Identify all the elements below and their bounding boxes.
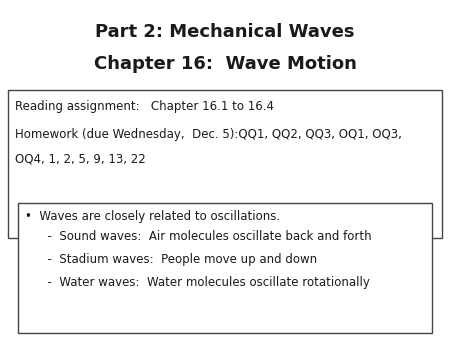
- Bar: [18, 203, 432, 333]
- Text: Part 2: Mechanical Waves: Part 2: Mechanical Waves: [95, 23, 355, 41]
- Text: Homework (due Wednesday,  Dec. 5):QQ1, QQ2, QQ3, OQ1, OQ3,: Homework (due Wednesday, Dec. 5):QQ1, QQ…: [15, 128, 402, 141]
- Text: OQ4, 1, 2, 5, 9, 13, 22: OQ4, 1, 2, 5, 9, 13, 22: [15, 153, 146, 166]
- Text: -  Stadium waves:  People move up and down: - Stadium waves: People move up and down: [40, 253, 317, 266]
- Text: -  Water waves:  Water molecules oscillate rotationally: - Water waves: Water molecules oscillate…: [40, 276, 370, 289]
- Text: -  Sound waves:  Air molecules oscillate back and forth: - Sound waves: Air molecules oscillate b…: [40, 230, 372, 243]
- Text: •  Waves are closely related to oscillations.: • Waves are closely related to oscillati…: [25, 210, 280, 223]
- Text: Reading assignment:   Chapter 16.1 to 16.4: Reading assignment: Chapter 16.1 to 16.4: [15, 100, 274, 113]
- Text: Chapter 16:  Wave Motion: Chapter 16: Wave Motion: [94, 55, 356, 73]
- Bar: [8, 90, 442, 238]
